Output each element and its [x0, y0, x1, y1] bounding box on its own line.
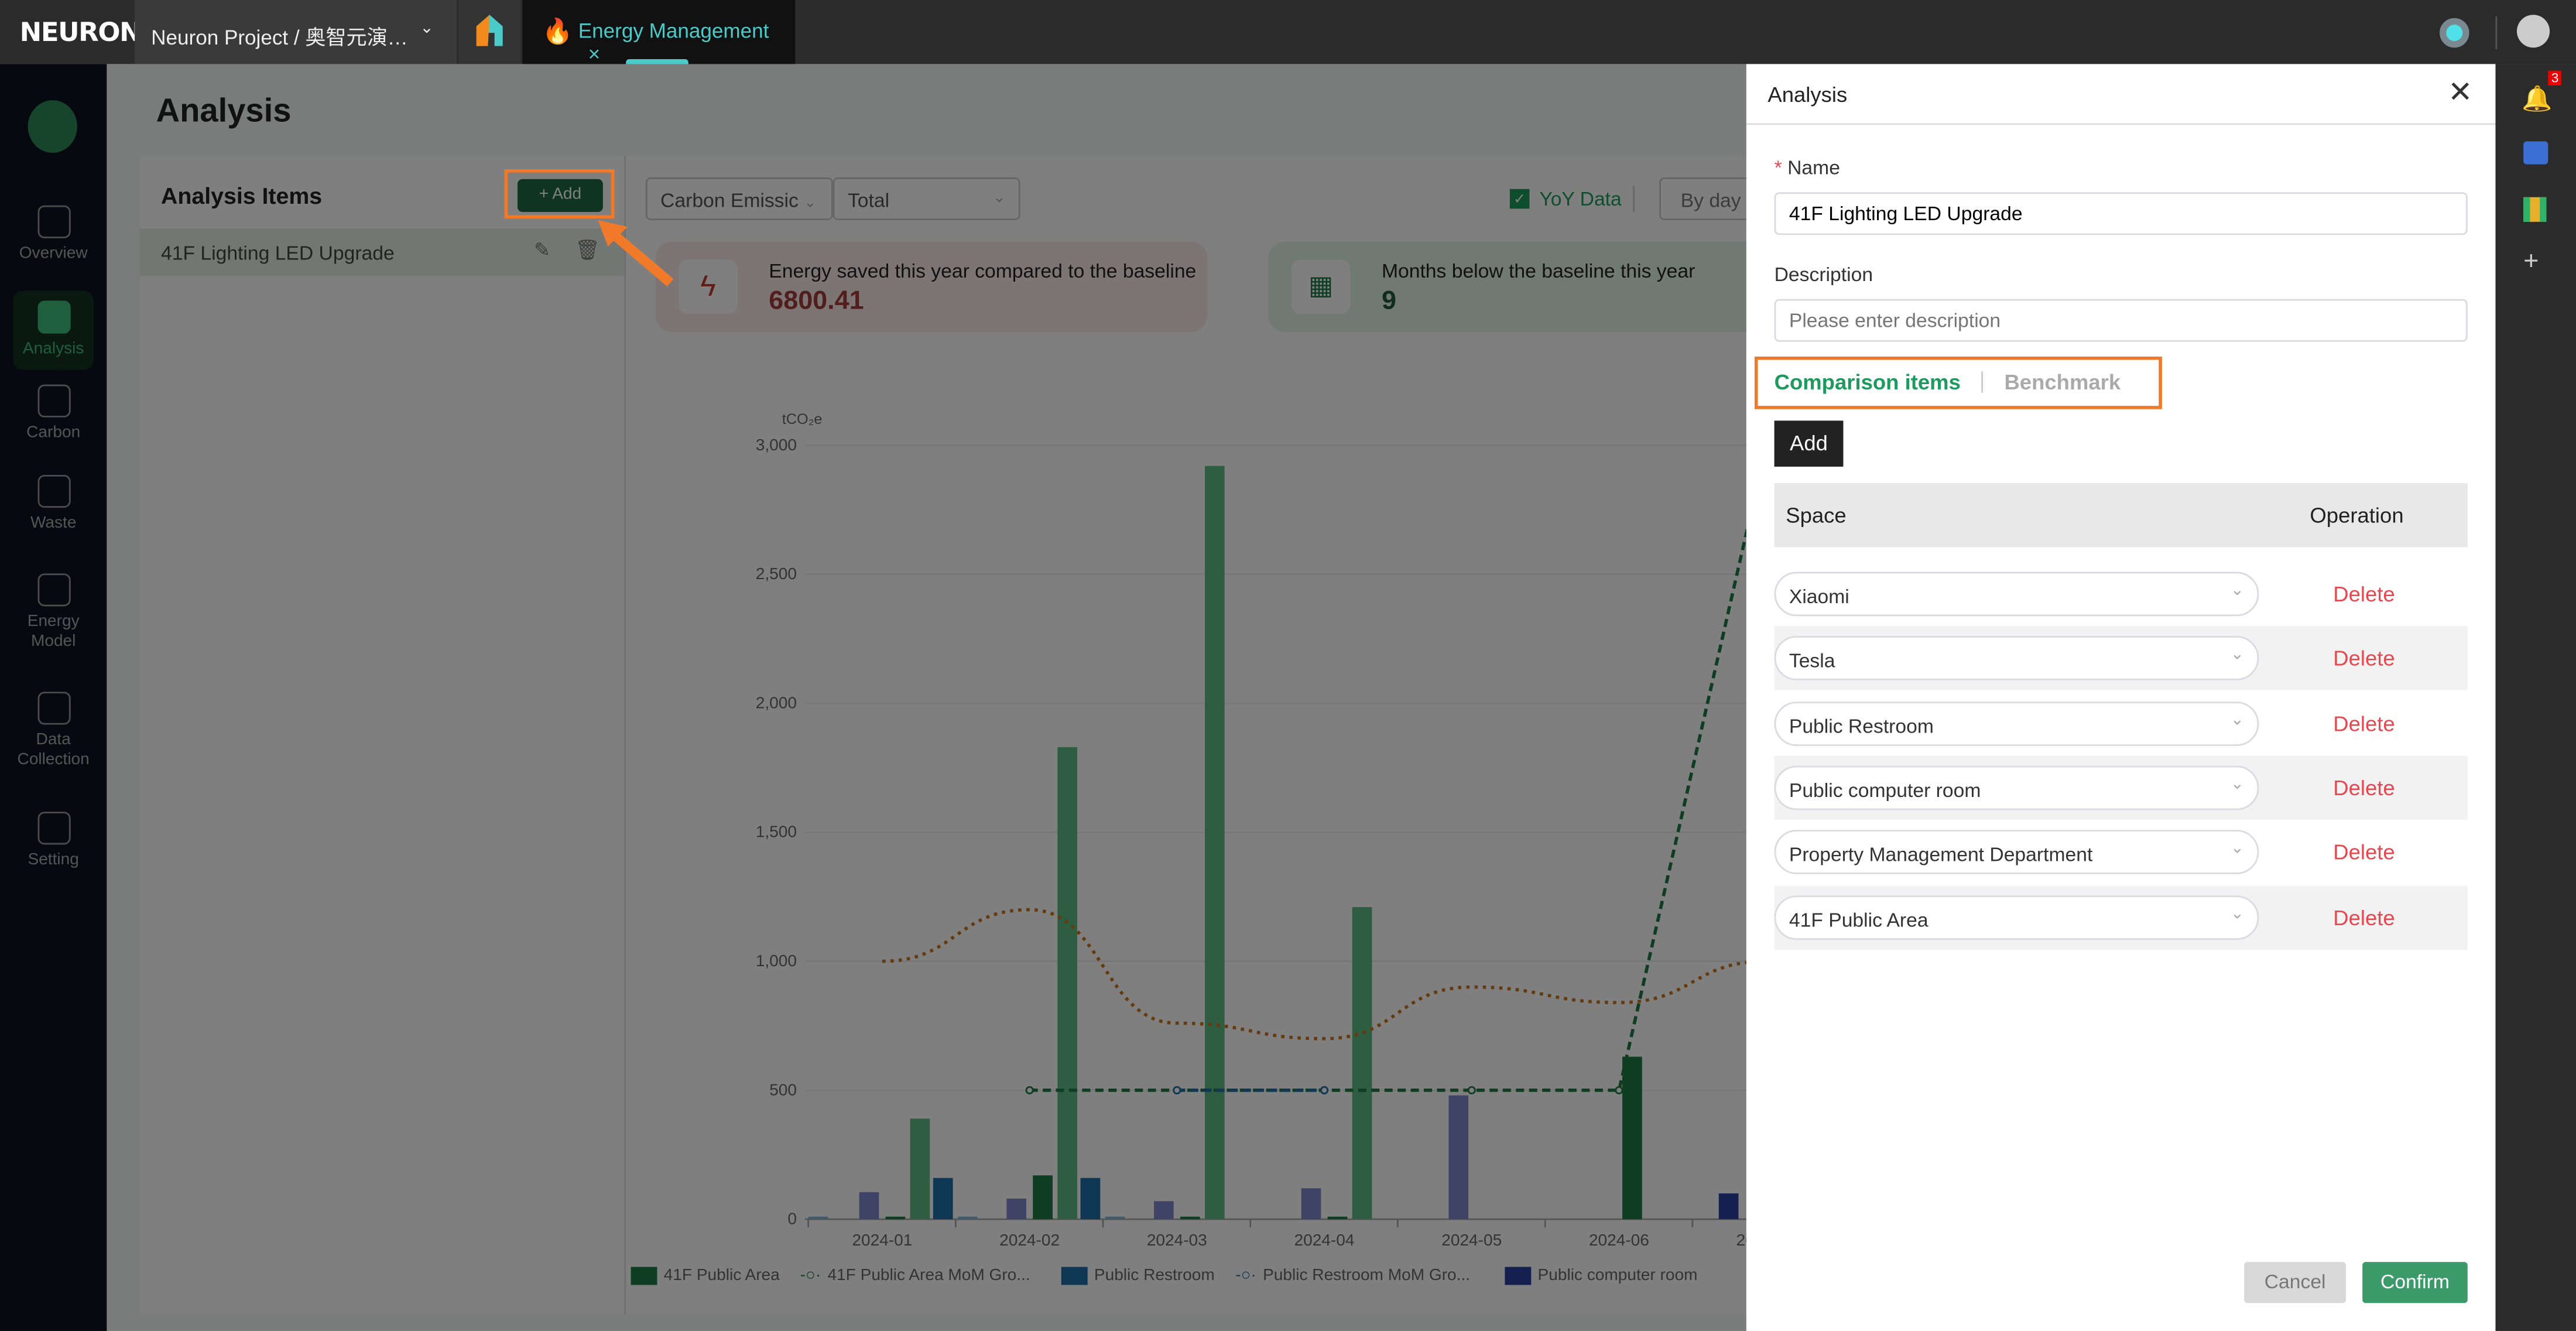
- chevron-down-icon: ⌄: [2230, 710, 2245, 729]
- divider: [1981, 371, 1983, 393]
- delete-row-button[interactable]: Delete: [2333, 775, 2395, 800]
- space-value: 41F Public Area: [1789, 908, 1928, 931]
- space-select[interactable]: Property Management Department ⌄: [1774, 830, 2259, 875]
- space-select[interactable]: 41F Public Area ⌄: [1774, 894, 2259, 939]
- table-row: Tesla ⌄ Delete: [1774, 626, 2468, 691]
- tab-label: Energy Management: [578, 19, 769, 43]
- annotation-arrow-icon: [598, 220, 674, 287]
- space-select[interactable]: Public computer room ⌄: [1774, 765, 2259, 810]
- analysis-dialog: Analysis ✕ * Name Description Comparison…: [1746, 64, 2496, 1331]
- table-row: Public Restroom ⌄ Delete: [1774, 691, 2468, 755]
- tab-energy-management[interactable]: 🔥 Energy Management ×: [522, 0, 796, 66]
- flame-icon: 🔥: [542, 18, 573, 46]
- calendar-add-icon[interactable]: [2523, 141, 2548, 165]
- data-sync-icon[interactable]: [2523, 197, 2547, 222]
- delete-row-button[interactable]: Delete: [2333, 581, 2395, 607]
- space-value: Public computer room: [1789, 778, 1981, 802]
- table-row: Xiaomi ⌄ Delete: [1774, 562, 2468, 627]
- space-value: Xiaomi: [1789, 584, 1849, 608]
- project-name: Neuron Project / 奥智元演…: [151, 26, 408, 50]
- delete-row-button[interactable]: Delete: [2333, 840, 2395, 865]
- close-tab-icon[interactable]: ×: [588, 42, 601, 66]
- divider: [1746, 123, 2496, 125]
- chevron-down-icon: ⌄: [2230, 581, 2245, 600]
- project-selector[interactable]: Neuron Project / 奥智元演… ⌄: [135, 0, 457, 64]
- right-toolbar: 🔔 3 +: [2495, 64, 2576, 1331]
- alarm-bell-icon[interactable]: 🔔: [2522, 85, 2553, 114]
- space-select[interactable]: Tesla ⌄: [1774, 636, 2259, 681]
- space-select[interactable]: Xiaomi ⌄: [1774, 572, 2259, 617]
- column-operation: Operation: [2310, 502, 2404, 528]
- confirm-button[interactable]: Confirm: [2362, 1262, 2468, 1303]
- notification-badge: 3: [2548, 70, 2563, 85]
- space-value: Property Management Department: [1789, 843, 2093, 867]
- column-space: Space: [1786, 502, 1847, 528]
- name-label: Name: [1787, 156, 1840, 179]
- space-value: Tesla: [1789, 649, 1835, 673]
- settings-gear-icon[interactable]: [2440, 18, 2469, 48]
- avatar[interactable]: [2516, 15, 2550, 48]
- space-select[interactable]: Public Restroom ⌄: [1774, 701, 2259, 745]
- table-header: Space Operation: [1774, 483, 2468, 548]
- chevron-down-icon: ⌄: [2230, 840, 2245, 858]
- logo: NEURON: [19, 16, 142, 48]
- plus-icon[interactable]: +: [2523, 248, 2539, 276]
- tab-comparison-items[interactable]: Comparison items: [1774, 369, 1961, 395]
- table-row: Public computer room ⌄ Delete: [1774, 755, 2468, 820]
- highlight-box: [504, 169, 615, 219]
- chevron-down-icon: ⌄: [420, 19, 434, 38]
- divider: [2495, 16, 2498, 50]
- required-mark: *: [1774, 156, 1782, 179]
- space-value: Public Restroom: [1789, 714, 1934, 737]
- table-row: Property Management Department ⌄ Delete: [1774, 820, 2468, 885]
- tab-indicator: [626, 59, 688, 64]
- delete-row-button[interactable]: Delete: [2333, 646, 2395, 671]
- top-bar: NEURON Neuron Project / 奥智元演… ⌄ 🔥 Energy …: [0, 0, 2576, 66]
- add-comparison-button[interactable]: Add: [1774, 420, 1844, 467]
- delete-row-button[interactable]: Delete: [2333, 710, 2395, 736]
- description-input[interactable]: [1774, 299, 2468, 342]
- modal-overlay[interactable]: [0, 64, 1746, 1331]
- chevron-down-icon: ⌄: [2230, 775, 2245, 794]
- close-icon[interactable]: ✕: [2448, 76, 2473, 109]
- name-input[interactable]: [1774, 192, 2468, 235]
- delete-row-button[interactable]: Delete: [2333, 904, 2395, 929]
- highlight-box: [1754, 356, 2162, 409]
- description-label: Description: [1774, 262, 1873, 286]
- table-row: 41F Public Area ⌄ Delete: [1774, 885, 2468, 949]
- chevron-down-icon: ⌄: [2230, 646, 2245, 665]
- dialog-title: Analysis: [1767, 82, 1848, 107]
- cancel-button[interactable]: Cancel: [2244, 1262, 2347, 1303]
- home-tab[interactable]: [458, 0, 521, 64]
- tab-benchmark[interactable]: Benchmark: [2004, 369, 2121, 395]
- chevron-down-icon: ⌄: [2230, 904, 2245, 923]
- home-icon: [476, 15, 503, 46]
